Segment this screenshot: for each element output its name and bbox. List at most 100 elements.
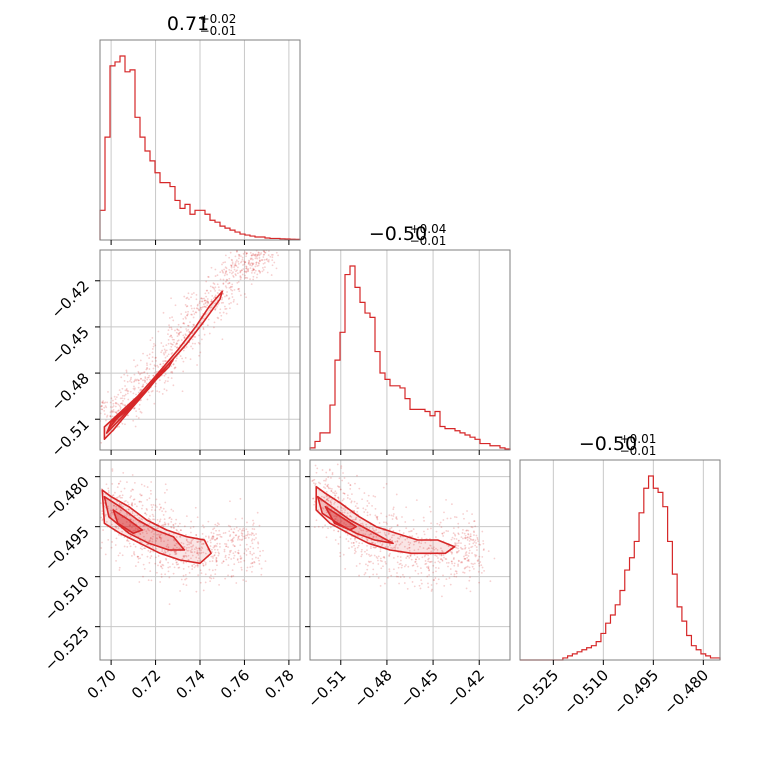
sample-point	[114, 491, 116, 494]
sample-point	[231, 285, 234, 288]
sample-point	[364, 533, 367, 536]
sample-point	[175, 331, 178, 334]
sample-point	[155, 547, 158, 550]
sample-point	[240, 568, 243, 571]
sample-point	[184, 552, 187, 554]
sample-point	[133, 553, 136, 556]
sample-point	[336, 463, 339, 466]
sample-point	[225, 286, 228, 289]
sample-point	[245, 252, 248, 255]
sample-point	[124, 393, 127, 396]
sample-point	[215, 556, 218, 559]
sample-point	[202, 562, 204, 565]
sample-point	[169, 565, 171, 568]
sample-point	[144, 512, 146, 515]
sample-point	[207, 276, 210, 278]
sample-point	[164, 351, 167, 354]
sample-point	[455, 538, 458, 540]
sample-point	[196, 540, 199, 543]
sample-point	[408, 546, 411, 549]
sample-point	[404, 538, 407, 541]
sample-point	[379, 584, 382, 587]
sample-point	[230, 576, 233, 578]
sample-point	[231, 569, 234, 571]
sample-point	[115, 505, 118, 508]
sample-point	[200, 546, 203, 548]
sample-point	[134, 378, 137, 381]
sample-point	[241, 256, 244, 259]
sample-point	[114, 405, 117, 408]
sample-point	[414, 561, 416, 563]
sample-point	[329, 501, 332, 504]
sample-point	[399, 535, 402, 538]
sample-point	[380, 512, 383, 515]
sample-point	[237, 253, 240, 256]
sample-point	[167, 338, 170, 341]
sample-point	[426, 575, 429, 578]
x-tick-label-diag-2-0: −0.525	[510, 666, 562, 718]
sample-point	[232, 531, 235, 534]
sample-point	[376, 515, 379, 518]
sample-point	[445, 558, 448, 561]
sample-point	[206, 289, 209, 292]
sample-point	[482, 549, 485, 551]
sample-point	[473, 531, 475, 534]
sample-point	[198, 309, 201, 312]
sample-point	[160, 573, 163, 576]
sample-point	[143, 371, 146, 374]
sample-point	[107, 505, 110, 508]
contour-inner-2	[324, 505, 357, 531]
sample-point	[344, 567, 347, 570]
sample-point	[123, 397, 126, 400]
sample-point	[188, 541, 191, 544]
sample-point	[463, 517, 465, 520]
sample-point	[132, 530, 134, 533]
sample-point	[111, 411, 114, 414]
sample-point	[368, 561, 371, 564]
sample-point	[339, 536, 342, 538]
sample-point	[182, 334, 185, 337]
sample-point	[171, 343, 174, 346]
sample-point	[427, 567, 430, 570]
sample-point	[228, 553, 231, 556]
sample-point	[390, 526, 393, 529]
sample-point	[192, 292, 195, 294]
sample-point	[169, 342, 172, 345]
sample-point	[211, 555, 214, 558]
sample-point	[234, 274, 237, 277]
sample-point	[239, 261, 242, 264]
sample-point	[473, 562, 476, 565]
sample-point	[423, 519, 425, 522]
sample-point	[107, 487, 110, 490]
sample-point	[151, 351, 154, 354]
sample-point	[342, 492, 345, 495]
sample-point	[185, 548, 188, 551]
sample-point	[148, 518, 151, 521]
sample-point	[356, 546, 359, 549]
sample-point	[204, 299, 207, 302]
sample-point	[164, 501, 167, 504]
sample-point	[435, 547, 437, 550]
sample-point	[119, 494, 121, 497]
sample-point	[411, 564, 414, 567]
sample-point	[226, 291, 228, 293]
sample-point	[406, 555, 409, 558]
sample-point	[448, 577, 451, 579]
sample-point	[208, 576, 211, 579]
sample-point	[129, 390, 132, 393]
sample-point	[111, 510, 113, 512]
sample-point	[222, 560, 225, 563]
sample-point	[219, 311, 221, 314]
sample-point	[388, 532, 390, 534]
sample-point	[384, 561, 387, 563]
sample-point	[104, 515, 107, 517]
sample-point	[464, 557, 467, 560]
sample-point	[236, 551, 239, 554]
sample-point	[199, 569, 202, 572]
sample-point	[361, 498, 364, 501]
sample-point	[180, 529, 182, 532]
sample-point	[118, 405, 121, 407]
sample-point	[450, 538, 453, 541]
sample-point	[97, 489, 99, 491]
sample-point	[120, 503, 123, 506]
